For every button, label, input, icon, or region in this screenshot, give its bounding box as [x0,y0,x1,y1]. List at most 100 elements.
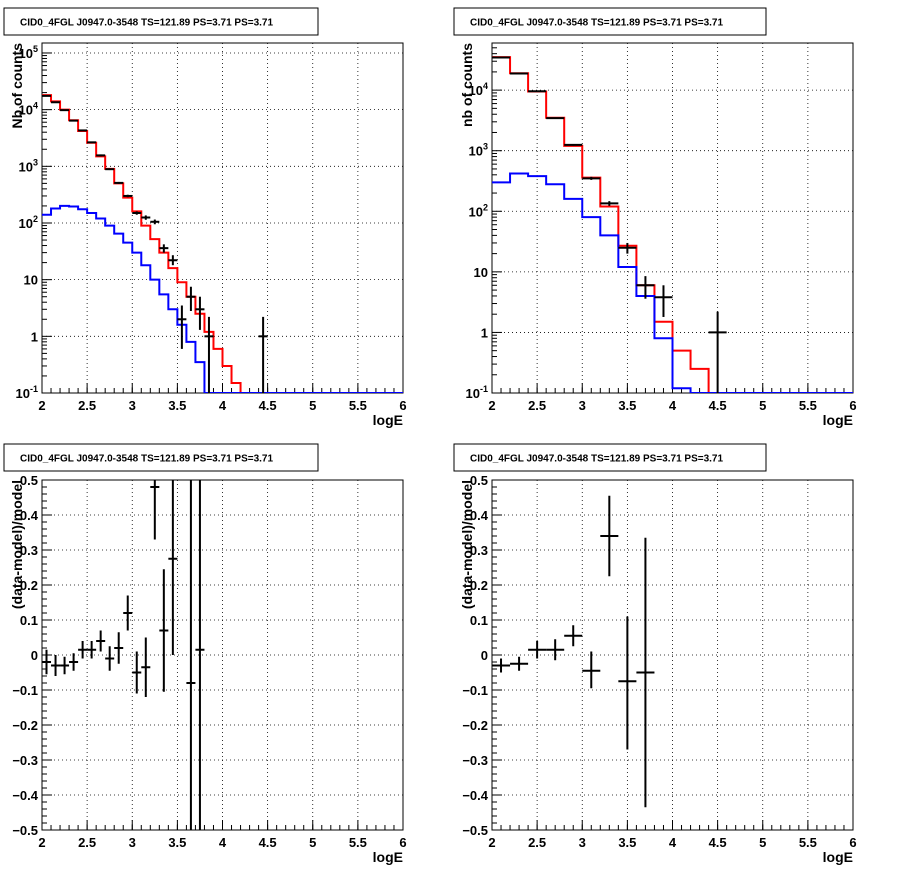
data-point [546,639,565,661]
data-point [177,305,187,349]
plot-area [492,495,655,808]
y-tick-label: 102 [19,214,38,231]
data-point [141,215,151,220]
x-tick-label: 3.5 [168,835,186,850]
x-tick-label: 4 [219,398,227,413]
data-point [105,646,115,671]
x-tick-label: 3.5 [618,398,636,413]
x-tick-label: 2 [488,398,495,413]
data-point [168,480,178,655]
y-tick-label: 0.1 [20,613,38,628]
plot-area [42,480,205,830]
data-point [546,117,565,120]
x-tick-label: 2.5 [528,398,546,413]
x-tick-label: 2 [38,398,45,413]
y-tick-label: 0.4 [470,508,489,523]
y-tick-label: −0.1 [12,683,38,698]
plot-area [42,94,403,393]
y-tick-label: 0 [31,648,38,663]
y-tick-label: 102 [469,202,488,219]
y-tick-label: −0.3 [462,753,488,768]
data-point [96,154,106,157]
plot-title: CID0_4FGL J0947.0-3548 TS=121.89 PS=3.71… [470,18,723,29]
data-point [492,658,511,673]
data-point [582,651,601,689]
y-tick-label: 0.5 [20,473,38,488]
x-tick-label: 4.5 [259,835,277,850]
title-box [3,443,319,472]
chart-panel-3: CID0_4FGL J0947.0-3548 TS=121.89 PS=3.71… [3,443,407,865]
data-point [78,641,88,659]
y-tick-label: 0.2 [470,578,488,593]
data-point [582,176,601,180]
data-point [708,311,727,393]
data-point [618,242,637,254]
plot-title: CID0_4FGL J0947.0-3548 TS=121.89 PS=3.71… [20,18,273,29]
plot-title: CID0_4FGL J0947.0-3548 TS=121.89 PS=3.71… [470,454,723,465]
y-tick-label: −0.4 [12,788,38,803]
x-tick-label: 5.5 [349,835,367,850]
data-point [87,141,97,144]
data-point [78,129,88,132]
y-tick-label: 0.1 [470,613,488,628]
data-point [528,90,547,93]
data-point [159,569,169,692]
data-point [123,595,133,631]
y-tick-label: 10 [24,273,38,288]
x-axis-label: logE [373,412,403,428]
x-tick-label: 3 [579,835,586,850]
y-tick-label: 104 [469,81,488,98]
y-tick-label: 1 [481,325,488,340]
title-box [3,7,319,36]
data-point [114,181,124,184]
data-point [42,94,52,97]
y-axis-label: nb of counts [459,43,475,127]
x-tick-label: 5 [309,835,316,850]
data-point [60,656,70,675]
x-tick-label: 6 [399,398,406,413]
x-tick-label: 5 [759,835,766,850]
x-axis-label: logE [823,849,853,865]
x-tick-label: 4.5 [709,398,727,413]
data-point [510,72,529,75]
y-tick-label: 105 [19,44,38,61]
x-axis-label: logE [823,412,853,428]
x-tick-label: 3 [129,398,136,413]
x-tick-label: 5 [309,398,316,413]
y-tick-label: 0.5 [470,473,488,488]
data-point [141,637,151,697]
x-tick-label: 2 [488,835,495,850]
data-point [528,641,547,659]
y-axis-label: Nb of counts [9,43,25,129]
plot-area [492,56,853,393]
x-tick-label: 3 [129,835,136,850]
title-box [453,7,767,36]
data-point [600,201,619,206]
y-tick-label: 10 [474,265,488,280]
data-point [510,656,529,671]
data-point [69,653,79,671]
x-tick-label: 4 [669,398,677,413]
x-tick-label: 6 [399,835,406,850]
data-point [51,101,61,104]
data-point [87,641,97,659]
chart-panel-2: CID0_4FGL J0947.0-3548 TS=121.89 PS=3.71… [453,7,857,428]
y-tick-label: −0.2 [12,718,38,733]
x-tick-label: 5.5 [799,398,817,413]
x-tick-label: 4.5 [709,835,727,850]
x-tick-label: 3.5 [168,398,186,413]
data-point [258,316,268,393]
chart-panel-4: CID0_4FGL J0947.0-3548 TS=121.89 PS=3.71… [453,443,857,865]
y-tick-label: −0.2 [462,718,488,733]
y-axis-label: (data-model)/model [459,480,475,609]
y-axis-label: (data-model)/model [9,480,25,609]
data-point [564,143,583,146]
y-tick-label: 0.3 [20,543,38,558]
histogram-step-series [492,172,853,393]
data-point [618,616,637,750]
data-point [186,480,196,830]
data-point [564,625,583,647]
title-box [453,443,767,472]
data-point [51,655,61,676]
